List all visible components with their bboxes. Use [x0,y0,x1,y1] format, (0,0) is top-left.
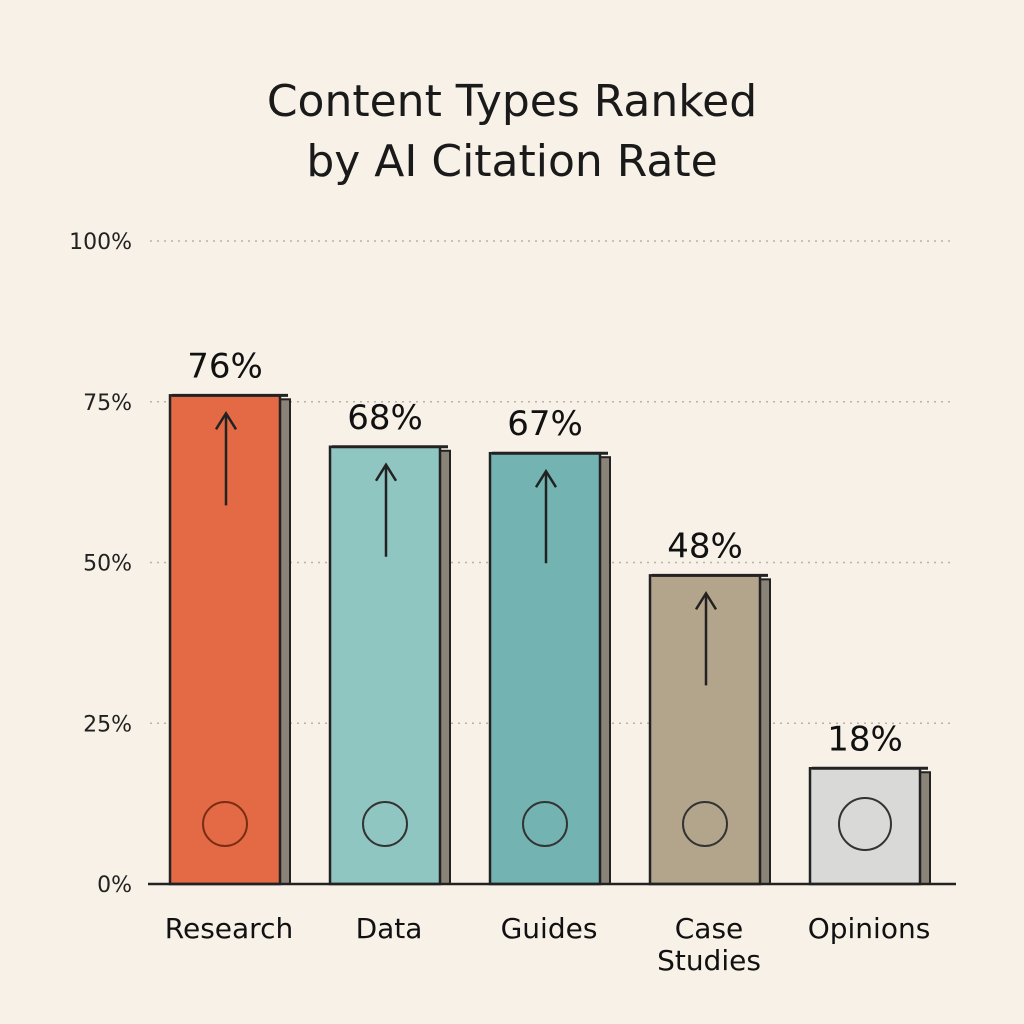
bar-side [279,398,291,885]
x-tick-label: Research [165,912,293,945]
data-label: 68% [347,398,423,438]
chart-title-line-1: Content Types Ranked [266,76,758,127]
x-tick-label: Studies [657,944,761,977]
compass-map-icon [522,801,568,847]
chart-gears-icon [362,801,408,847]
y-tick-label: 100% [69,230,132,255]
x-tick-label: Case [675,912,744,945]
bar-side [439,449,451,885]
y-tick-label: 0% [97,873,132,898]
bar-side [599,456,611,885]
data-label: 18% [827,719,903,759]
folders-transfer-icon [682,801,728,847]
data-label: 48% [667,526,743,566]
y-tick-label: 25% [83,712,132,737]
y-tick-label: 75% [83,391,132,416]
x-tick-label: Data [356,912,423,945]
x-tick-label: Opinions [808,912,931,945]
up-arrow-head-icon [694,591,718,611]
chart-title: Content Types Ranked by AI Citation Rate [0,72,1024,192]
y-tick-label: 50% [83,552,132,577]
up-arrow-head-icon [374,462,398,482]
bar-side [759,578,771,885]
book-brain-magnifier-icon [202,801,248,847]
bar-opinions [808,767,922,886]
data-label: 67% [507,404,583,444]
data-label: 76% [187,346,263,386]
up-arrow-head-icon [214,410,238,430]
bar-side [919,771,931,886]
thought-bubble-question-icon [838,797,892,851]
x-tick-label: Guides [501,912,598,945]
up-arrow-head-icon [534,468,558,488]
chart-title-line-2: by AI Citation Rate [306,136,718,187]
